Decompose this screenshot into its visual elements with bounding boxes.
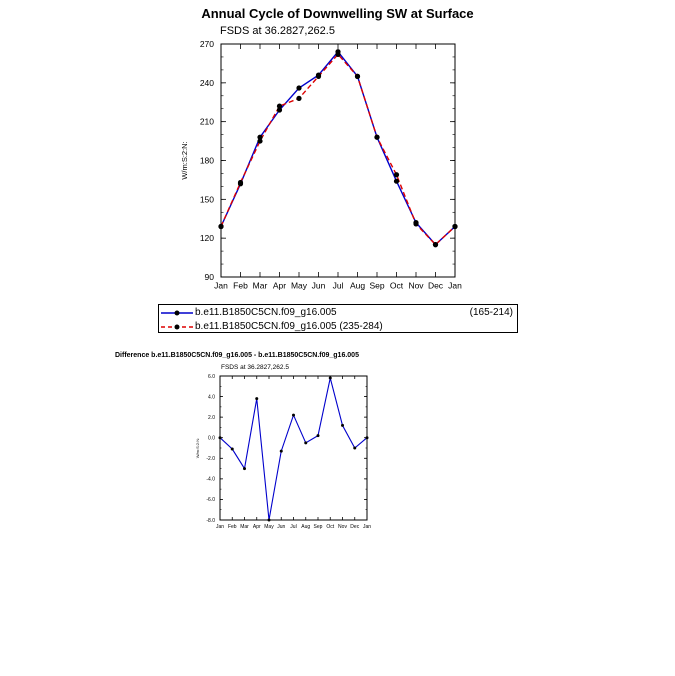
y-tick-label: 2.0 <box>208 415 215 421</box>
legend-swatch-solid <box>161 310 193 316</box>
diff-chart-subtitle: FSDS at 36.2827,262.5 <box>221 364 289 371</box>
x-tick-label: Jan <box>448 281 462 291</box>
x-tick-label: Jun <box>277 524 285 530</box>
x-tick-label: Aug <box>301 524 310 530</box>
x-tick-label: Dec <box>350 524 359 530</box>
y-tick-label: -4.0 <box>206 477 215 483</box>
x-tick-label: Mar <box>253 281 268 291</box>
x-tick-label: Jul <box>290 524 296 530</box>
y-tick-label: 120 <box>200 233 214 243</box>
data-point <box>257 134 263 140</box>
y-tick-label: 150 <box>200 194 214 204</box>
y-axis-label: W/m:S:2:N: <box>180 141 189 179</box>
legend-range: (165-214) <box>469 307 513 318</box>
x-tick-label: Jun <box>312 281 326 291</box>
data-point <box>296 85 302 91</box>
x-tick-label: Jul <box>333 281 344 291</box>
x-tick-label: Apr <box>273 281 286 291</box>
data-point <box>328 376 332 380</box>
data-point <box>413 221 419 227</box>
x-tick-label: Jan <box>214 281 228 291</box>
plot-frame <box>219 375 368 521</box>
y-tick-label: 6.0 <box>208 374 215 380</box>
data-point <box>267 518 271 522</box>
data-point <box>452 223 458 230</box>
data-point <box>393 172 400 178</box>
x-tick-label: May <box>264 524 274 530</box>
series-line <box>220 50 456 246</box>
data-point <box>276 103 283 109</box>
x-tick-label: Nov <box>408 281 424 291</box>
x-tick-label: Oct <box>390 281 404 291</box>
data-point <box>353 446 357 450</box>
data-point <box>341 423 344 427</box>
data-point <box>374 134 380 140</box>
data-point <box>255 397 259 401</box>
y-tick-label: -6.0 <box>206 497 215 503</box>
series-line <box>219 377 368 521</box>
data-point <box>237 179 244 186</box>
x-tick-label: Apr <box>253 524 261 530</box>
x-tick-label: Oct <box>326 524 334 530</box>
x-tick-label: Dec <box>428 281 444 291</box>
data-point <box>218 223 224 230</box>
diff-chart-title: Difference b.e11.B1850C5CN.f09_g16.005 -… <box>115 352 359 359</box>
legend-item-1: b.e11.B1850C5CN.f09_g16.005 (165-214) <box>159 306 517 320</box>
x-tick-label: Jan <box>216 524 224 530</box>
x-tick-label: Sep <box>369 281 384 291</box>
legend: b.e11.B1850C5CN.f09_g16.005 (165-214) b.… <box>158 304 518 333</box>
data-point <box>316 434 320 438</box>
plot-frame <box>220 43 456 278</box>
x-tick-label: May <box>291 281 308 291</box>
data-point <box>218 436 222 440</box>
y-axis-label: W/m:S:2:N: <box>195 438 200 458</box>
legend-item-2: b.e11.B1850C5CN.f09_g16.005 (235-284) <box>159 320 517 334</box>
main-chart: 90 120 150 180 210 240 270 Jan Feb Mar Apr May Jun Ju… <box>180 39 462 291</box>
x-tick-label: Feb <box>233 281 248 291</box>
data-point <box>365 436 369 440</box>
x-tick-label: Mar <box>240 524 249 530</box>
data-point <box>230 447 234 451</box>
data-point <box>432 242 439 248</box>
series-line <box>220 53 456 246</box>
legend-swatch-dashed <box>161 324 193 330</box>
y-tick-label: 180 <box>200 155 214 165</box>
y-tick-label: 240 <box>200 78 214 88</box>
legend-label: b.e11.B1850C5CN.f09_g16.005 (235-284) <box>195 321 383 332</box>
y-tick-label: 0.0 <box>208 435 215 441</box>
y-tick-label: 210 <box>200 117 214 127</box>
data-point <box>296 95 302 101</box>
legend-label: b.e11.B1850C5CN.f09_g16.005 <box>195 307 337 318</box>
data-point <box>315 73 322 79</box>
data-point <box>243 467 246 471</box>
chart-title: Annual Cycle of Downwelling SW at Surfac… <box>201 6 474 21</box>
data-point <box>276 107 283 113</box>
data-point <box>335 51 341 57</box>
y-tick-label: 90 <box>205 272 215 282</box>
data-point <box>393 178 400 184</box>
y-tick-label: -2.0 <box>206 456 215 462</box>
x-tick-label: Aug <box>350 281 365 291</box>
y-tick-label: 4.0 <box>208 394 215 400</box>
difference-chart: -8.0 -6.0 -4.0 -2.0 0.0 2.0 4.0 6.0 Jan Feb Mar Apr… <box>195 374 371 530</box>
chart-subtitle: FSDS at 36.2827,262.5 <box>220 25 335 37</box>
x-tick-label: Sep <box>314 524 323 530</box>
data-point <box>354 73 361 79</box>
x-tick-label: Feb <box>228 524 237 530</box>
x-tick-label: Nov <box>338 524 347 530</box>
data-point <box>304 441 308 445</box>
data-point <box>279 449 283 453</box>
data-point <box>292 413 295 417</box>
x-tick-label: Jan <box>363 524 371 530</box>
data-point <box>257 138 263 144</box>
y-tick-label: -8.0 <box>206 518 215 524</box>
y-tick-label: 270 <box>200 39 214 49</box>
